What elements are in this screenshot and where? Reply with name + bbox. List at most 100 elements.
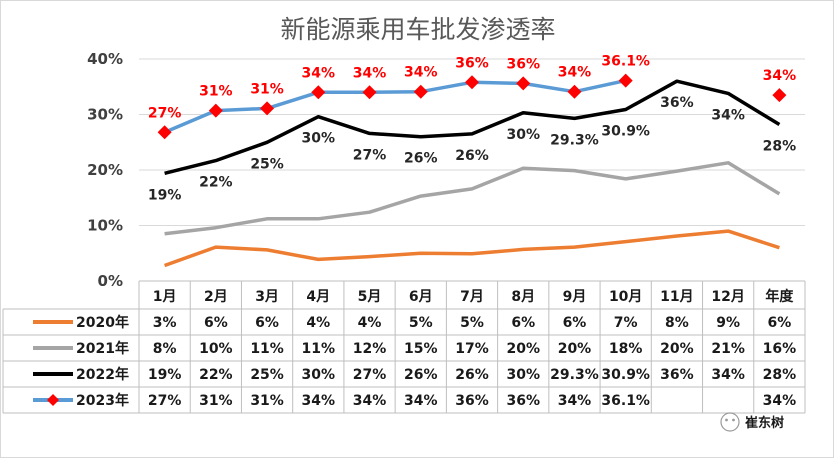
table-cell: 36% [660, 367, 694, 383]
table-cell: 15% [404, 341, 438, 357]
table-cell: 27% [148, 393, 182, 409]
table-cell: 4% [306, 315, 330, 331]
data-label: 30% [302, 131, 336, 147]
data-label: 31% [199, 84, 233, 100]
table-cell: 31% [199, 393, 233, 409]
data-labels: 19% 22% 25% 30% 27% 26% 26% 30% 29.3%30.9% 36% 34%… [148, 54, 796, 204]
data-label: 29.3% [550, 132, 599, 148]
table-cell: 6% [204, 315, 228, 331]
wechat-icon [720, 412, 740, 432]
data-label: 27% [148, 105, 182, 121]
data-label: 30.9% [601, 124, 650, 140]
x-tick-label: 11月 [660, 289, 693, 305]
table-cell: 34% [353, 393, 387, 409]
table-cell: 26% [404, 367, 438, 383]
wechat-icon-eye [732, 418, 735, 422]
table-cell: 4% [358, 315, 382, 331]
x-tick-label: 2月 [204, 289, 228, 305]
x-tick-label: 1月 [153, 289, 177, 305]
data-label: 36% [455, 55, 489, 71]
table-cell: 30% [506, 367, 540, 383]
data-label: 36% [660, 95, 694, 111]
legend-label: 2020年 [76, 314, 129, 331]
table-cell: 34% [404, 393, 438, 409]
x-tick-label: 10月 [609, 289, 642, 305]
data-label: 27% [353, 147, 387, 163]
table-cell: 30% [302, 367, 336, 383]
legend-label: 2022年 [76, 366, 129, 383]
data-label: 22% [199, 175, 233, 191]
table-cell: 20% [506, 341, 540, 357]
x-tick-label: 12月 [711, 289, 744, 305]
y-axis: 0% 10% 20% 30% 40% [87, 50, 123, 290]
data-label: 30% [506, 127, 540, 143]
table-cell: 30.9% [601, 367, 650, 383]
table-cell: 6% [767, 315, 791, 331]
data-label: 26% [404, 151, 438, 167]
table-cell: 11% [250, 341, 284, 357]
x-tick-label: 年度 [765, 288, 794, 305]
data-table: 1月 2月 3月 4月 5月 6月 7月 8月 9月 10月 11月 12月 年度 2020年 3% 6% 6%… [2, 280, 806, 414]
data-label: 36.1% [601, 54, 650, 70]
data-label: 36% [506, 56, 540, 72]
table-cell: 22% [199, 367, 233, 383]
data-label: 34% [558, 65, 592, 81]
table-cell: 12% [353, 341, 387, 357]
table-cell: 20% [558, 341, 592, 357]
table-cell: 9% [716, 315, 740, 331]
data-point-marker [618, 73, 633, 88]
data-label: 28% [763, 138, 797, 154]
data-label: 34% [404, 65, 438, 81]
table-cell: 25% [250, 367, 284, 383]
data-label: 19% [148, 187, 182, 203]
table-cell: 36% [506, 393, 540, 409]
x-tick-label: 5月 [358, 289, 382, 305]
series-line [163, 78, 627, 134]
data-point-marker [311, 85, 326, 100]
table-cell: 18% [609, 341, 643, 357]
table-cell: 20% [660, 341, 694, 357]
watermark-text: 崔东树 [745, 415, 784, 431]
series-lines [157, 73, 787, 268]
x-tick-label: 9月 [563, 289, 587, 305]
data-label: 26% [455, 148, 489, 164]
x-tick-label: 7月 [460, 289, 484, 305]
table-cell: 31% [250, 393, 284, 409]
x-tick-label: 6月 [409, 289, 433, 305]
table-cell: 28% [763, 367, 797, 383]
legend-marker [47, 394, 59, 406]
table-cell: 16% [763, 341, 797, 357]
table-cell: 11% [302, 341, 336, 357]
table-cell: 5% [460, 315, 484, 331]
series-line [164, 229, 780, 268]
y-tick-label: 30% [87, 106, 123, 124]
table-cell: 6% [563, 315, 587, 331]
table-cell: 34% [302, 393, 336, 409]
chart-title: 新能源乘用车批发渗透率 [280, 15, 555, 44]
wechat-icon-eye [725, 418, 728, 422]
series-line [164, 79, 781, 175]
table-cell: 34% [711, 367, 745, 383]
data-point-marker [772, 88, 787, 103]
data-point-marker [516, 76, 531, 91]
data-point-marker [362, 85, 377, 100]
data-point-marker [567, 84, 582, 99]
x-tick-label: 3月 [255, 289, 279, 305]
table-cell: 27% [353, 367, 387, 383]
data-point-marker [260, 101, 275, 116]
table-cell: 8% [665, 315, 689, 331]
y-tick-label: 0% [98, 272, 123, 290]
data-point-marker [465, 75, 479, 90]
legend-label: 2021年 [76, 340, 129, 357]
table-cell: 26% [455, 367, 489, 383]
data-label: 34% [353, 65, 387, 81]
data-point-marker [157, 125, 172, 140]
watermark: 崔东树 [720, 412, 784, 432]
data-label: 34% [711, 107, 745, 123]
data-point-marker [208, 103, 223, 118]
table-cell: 34% [763, 393, 797, 409]
table-cell: 3% [153, 315, 177, 331]
table-cell: 29.3% [550, 367, 599, 383]
y-tick-label: 40% [87, 50, 123, 68]
